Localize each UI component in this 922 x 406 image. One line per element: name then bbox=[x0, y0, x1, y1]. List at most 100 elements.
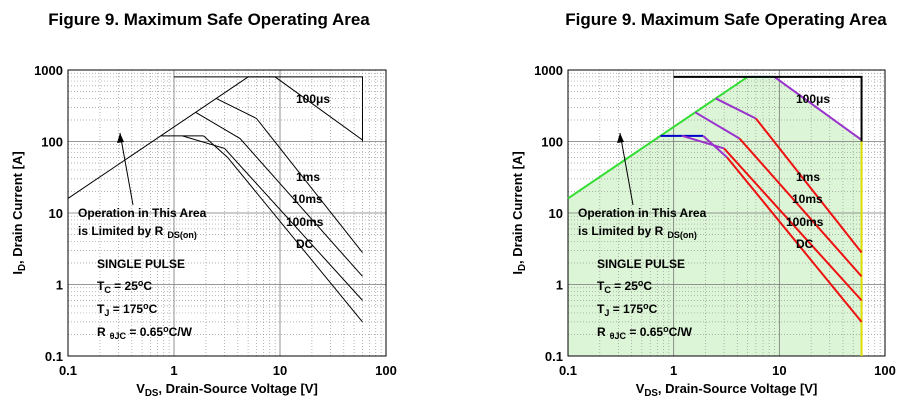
y-tick-label: 0.1 bbox=[545, 349, 563, 364]
text-sup: o bbox=[143, 301, 149, 311]
soa-line bbox=[738, 137, 863, 278]
annotation: TC = 25oC bbox=[597, 278, 652, 294]
text-part: , Drain Current [A] bbox=[510, 151, 525, 264]
x-tick-label: 1 bbox=[170, 363, 177, 378]
annotation: 1ms bbox=[296, 170, 320, 184]
soa-line bbox=[755, 117, 863, 254]
text-part: T bbox=[597, 279, 605, 293]
text-sup: o bbox=[638, 278, 644, 288]
annotation: DC bbox=[296, 237, 314, 251]
y-tick-label: 10 bbox=[549, 206, 563, 221]
text-part: C/W bbox=[169, 325, 193, 339]
soa-line bbox=[203, 135, 363, 323]
text-part: 10ms bbox=[792, 192, 823, 206]
text-sup: o bbox=[163, 324, 169, 334]
text-part: SINGLE PULSE bbox=[97, 257, 185, 271]
annotation: DC bbox=[796, 237, 814, 251]
text-part: = 175 bbox=[109, 302, 143, 316]
text-part: T bbox=[97, 302, 105, 316]
text-part: = 175 bbox=[609, 302, 643, 316]
soa-line bbox=[715, 97, 757, 120]
text-part: T bbox=[597, 302, 605, 316]
annotation: 100ms bbox=[286, 215, 324, 229]
annotation: SINGLE PULSE bbox=[597, 257, 685, 271]
text-part: R bbox=[597, 325, 606, 339]
text-part: C/W bbox=[669, 325, 693, 339]
soa-line bbox=[215, 98, 363, 253]
soa-line bbox=[567, 76, 749, 200]
annotation: 100μs bbox=[796, 92, 830, 106]
y-tick-label: 100 bbox=[541, 135, 563, 150]
soa-line bbox=[694, 111, 741, 140]
annotation: TJ = 175oC bbox=[97, 301, 158, 317]
text-part: I bbox=[510, 271, 525, 275]
annotation: 1ms bbox=[796, 170, 820, 184]
text-part: DC bbox=[796, 237, 814, 251]
annotation: TJ = 175oC bbox=[597, 301, 658, 317]
text-sub: DS(on) bbox=[667, 230, 697, 240]
annotation: is Limited by R DS(on) bbox=[78, 224, 197, 240]
plot-frame bbox=[67, 69, 387, 357]
text-part: 1ms bbox=[796, 170, 820, 184]
y-tick-label: 100 bbox=[41, 135, 63, 150]
soa-line bbox=[726, 156, 863, 323]
text-part: = 25 bbox=[111, 279, 138, 293]
text-sub: D bbox=[17, 264, 28, 271]
annotation: is Limited by R DS(on) bbox=[578, 224, 697, 240]
annotation: SINGLE PULSE bbox=[97, 257, 185, 271]
annotation: TC = 25oC bbox=[97, 278, 152, 294]
text-sub: C bbox=[104, 285, 111, 295]
x-tick-label: 10 bbox=[273, 363, 287, 378]
text-part: = 0.65 bbox=[626, 325, 663, 339]
arrow-head bbox=[617, 133, 624, 143]
soa-line bbox=[673, 75, 863, 142]
soa-line bbox=[681, 134, 725, 150]
y-tick-label: 1000 bbox=[534, 63, 563, 78]
annotation: 10ms bbox=[292, 192, 323, 206]
y-tick-label: 0.1 bbox=[45, 349, 63, 364]
x-tick-label: 100 bbox=[375, 363, 397, 378]
text-part: 100μs bbox=[796, 92, 830, 106]
text-sub: θJC bbox=[110, 331, 127, 341]
text-part: Operation in This Area bbox=[78, 206, 207, 220]
x-tick-label: 0.1 bbox=[59, 363, 77, 378]
text-part: T bbox=[97, 279, 105, 293]
chart: Figure 9. Maximum Safe Operating Area 0.1… bbox=[510, 10, 896, 399]
text-part: , Drain Current [A] bbox=[10, 151, 25, 264]
text-sub: θJC bbox=[610, 331, 627, 341]
annotation: 100μs bbox=[296, 92, 330, 106]
text-sup: o bbox=[643, 301, 649, 311]
text-part: is Limited by R bbox=[78, 224, 164, 238]
text-part: is Limited by R bbox=[578, 224, 664, 238]
text-part: , Drain-Source Voltage [V] bbox=[158, 381, 317, 396]
text-sub: J bbox=[604, 308, 609, 318]
text-part: C bbox=[649, 302, 658, 316]
text-part: 1ms bbox=[296, 170, 320, 184]
y-tick-label: 10 bbox=[49, 206, 63, 221]
text-sup: o bbox=[663, 324, 669, 334]
text-part: SINGLE PULSE bbox=[597, 257, 685, 271]
x-tick-label: 0.1 bbox=[559, 363, 577, 378]
soa-line bbox=[195, 111, 363, 277]
chart-title: Figure 9. Maximum Safe Operating Area bbox=[565, 10, 887, 29]
soa-line bbox=[67, 76, 249, 199]
text-part: C bbox=[143, 279, 152, 293]
arrow-shaft bbox=[619, 132, 634, 206]
text-sub: D bbox=[517, 264, 528, 271]
chart-title: Figure 9. Maximum Safe Operating Area bbox=[48, 10, 370, 29]
text-part: 100μs bbox=[296, 92, 330, 106]
y-tick-label: 1 bbox=[56, 278, 63, 293]
y-tick-label: 1000 bbox=[34, 63, 63, 78]
x-axis-label: VDS, Drain-Source Voltage [V] bbox=[636, 381, 818, 399]
text-sub: C bbox=[604, 285, 611, 295]
soa-line bbox=[182, 135, 363, 301]
x-axis-label: VDS, Drain-Source Voltage [V] bbox=[136, 381, 318, 399]
text-part: 100ms bbox=[286, 215, 324, 229]
text-sub: DS bbox=[145, 388, 159, 399]
x-tick-label: 100 bbox=[874, 363, 896, 378]
text-part: C bbox=[149, 302, 158, 316]
arrow-shaft bbox=[119, 132, 134, 206]
plot-frame bbox=[567, 69, 886, 357]
